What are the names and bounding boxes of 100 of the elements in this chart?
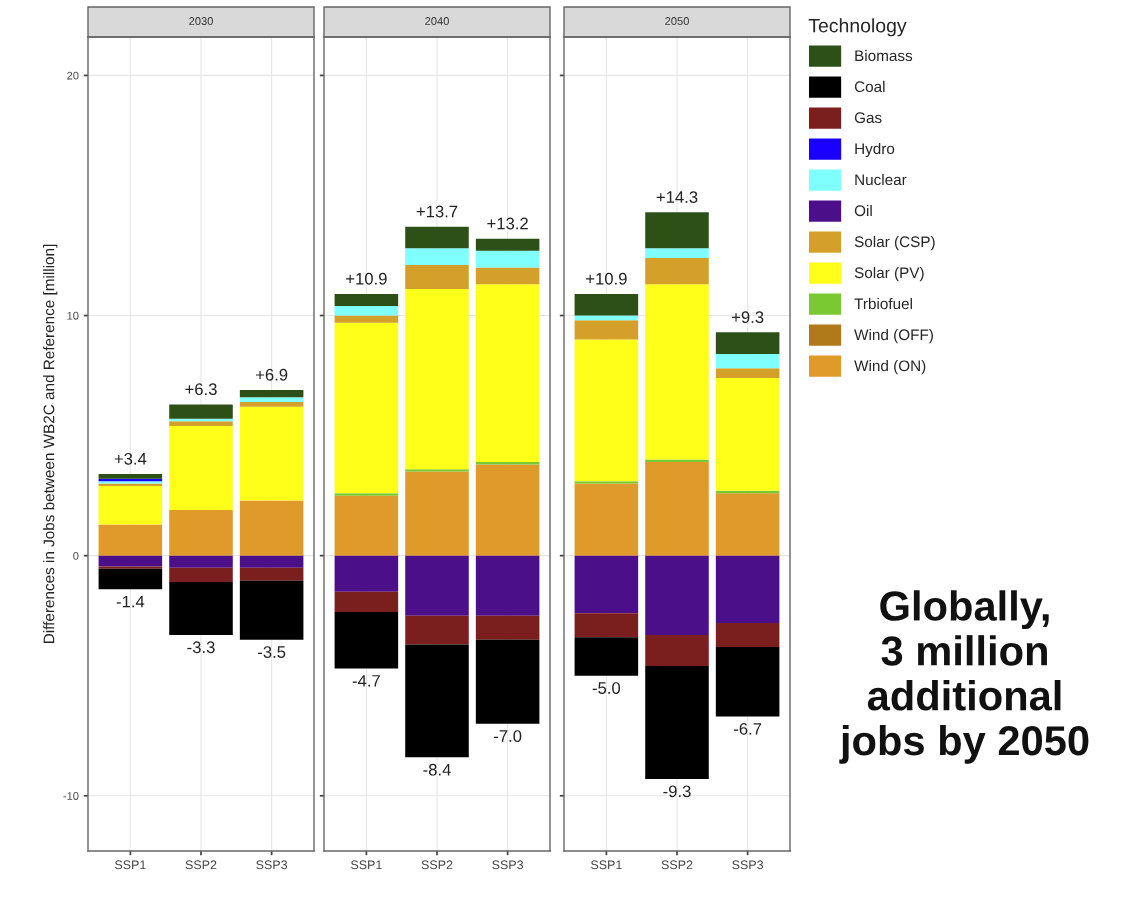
bar bbox=[334, 493, 399, 496]
bar bbox=[405, 644, 469, 758]
bar bbox=[239, 397, 304, 402]
legend-label: Oil bbox=[854, 204, 872, 217]
bar bbox=[645, 666, 709, 779]
bar bbox=[405, 248, 469, 266]
bar bbox=[645, 212, 709, 249]
text: -1.4 bbox=[116, 595, 145, 608]
chart-title: 2040 bbox=[425, 17, 449, 25]
bar bbox=[405, 289, 469, 470]
bar bbox=[645, 248, 709, 258]
x-tick-label: SSP2 bbox=[421, 860, 453, 870]
bar bbox=[645, 257, 709, 285]
text: +3.4 bbox=[114, 452, 147, 465]
bar bbox=[574, 320, 639, 340]
bar bbox=[574, 293, 639, 316]
bar bbox=[645, 555, 709, 635]
legend-label: Hydro bbox=[855, 142, 895, 158]
text: -5.0 bbox=[592, 682, 621, 694]
y-tick-label: 20 bbox=[67, 71, 79, 80]
bar bbox=[405, 469, 469, 472]
bar bbox=[715, 493, 780, 556]
bar bbox=[239, 567, 304, 581]
x-tick-label: SSP2 bbox=[661, 860, 693, 870]
text: +13.7 bbox=[416, 205, 458, 218]
bar bbox=[574, 637, 639, 676]
bar bbox=[169, 510, 233, 556]
bar bbox=[574, 613, 639, 638]
bar bbox=[715, 555, 780, 623]
chart-title: 2050 bbox=[665, 17, 689, 25]
y-tick-label: 0 bbox=[73, 551, 79, 560]
bar bbox=[574, 483, 639, 556]
bar bbox=[239, 401, 304, 407]
legend-label: Trbiofuel bbox=[854, 297, 912, 310]
bar bbox=[98, 486, 163, 525]
bar bbox=[405, 555, 469, 616]
bar bbox=[239, 580, 304, 640]
bar bbox=[98, 555, 163, 567]
bar bbox=[405, 226, 469, 249]
bar bbox=[645, 284, 709, 460]
bar bbox=[715, 646, 780, 717]
text: -8.4 bbox=[423, 763, 451, 776]
bar bbox=[169, 582, 233, 635]
bar bbox=[574, 339, 639, 482]
text: -3.5 bbox=[258, 646, 286, 658]
bar bbox=[98, 524, 163, 556]
bar bbox=[169, 567, 233, 583]
legend-label: Solar (CSP) bbox=[854, 235, 935, 251]
bar bbox=[574, 481, 639, 484]
text: -4.7 bbox=[352, 675, 380, 687]
bar bbox=[169, 425, 233, 511]
bar bbox=[169, 421, 233, 426]
bar bbox=[169, 404, 233, 419]
bar bbox=[405, 615, 469, 645]
text: +10.9 bbox=[586, 272, 627, 285]
legend-label: Wind (OFF) bbox=[854, 328, 933, 344]
bar bbox=[334, 612, 399, 669]
text: +10.9 bbox=[346, 272, 387, 285]
legend-label: Gas bbox=[854, 112, 882, 124]
text: +9.3 bbox=[731, 311, 764, 324]
x-tick-label: SSP2 bbox=[185, 860, 217, 870]
bar bbox=[475, 284, 540, 463]
bar bbox=[475, 250, 540, 268]
bar bbox=[715, 332, 780, 354]
bar bbox=[334, 555, 399, 592]
bar bbox=[334, 305, 399, 316]
legend-label: Wind (ON) bbox=[854, 359, 926, 375]
legend-label: Nuclear bbox=[855, 173, 907, 186]
bar bbox=[405, 471, 469, 556]
bar bbox=[169, 555, 233, 568]
bar bbox=[98, 566, 163, 569]
bar bbox=[239, 500, 304, 556]
bar bbox=[334, 293, 399, 306]
bar bbox=[715, 353, 780, 369]
x-tick-label: SSP3 bbox=[732, 860, 764, 870]
legend-label: Coal bbox=[854, 80, 885, 93]
bar bbox=[715, 622, 780, 647]
bar bbox=[475, 639, 540, 724]
text: -3.3 bbox=[187, 641, 215, 654]
text: Globally, 3 million additional jobs by 2050 bbox=[839, 590, 1089, 764]
chart-title: 2030 bbox=[189, 17, 213, 25]
bar bbox=[475, 555, 540, 616]
y-axis-title: Differences in Jobs between WB2C and Reference [million] bbox=[43, 244, 58, 644]
bar bbox=[334, 315, 399, 323]
bar bbox=[645, 634, 709, 667]
legend-title: Technology bbox=[808, 18, 907, 37]
text: -7.0 bbox=[494, 730, 522, 742]
text: +14.3 bbox=[656, 191, 698, 203]
bar bbox=[405, 265, 469, 290]
x-tick-label: SSP1 bbox=[114, 860, 146, 870]
bar bbox=[334, 591, 399, 613]
bar bbox=[98, 474, 163, 479]
bar bbox=[98, 568, 163, 590]
y-tick-label: -10 bbox=[63, 792, 79, 800]
bar bbox=[715, 368, 780, 378]
legend-label: Solar (PV) bbox=[854, 266, 924, 282]
x-tick-label: SSP3 bbox=[492, 860, 524, 870]
y-tick-label: 10 bbox=[67, 311, 79, 320]
x-tick-label: SSP3 bbox=[256, 860, 288, 870]
bar bbox=[334, 322, 399, 494]
